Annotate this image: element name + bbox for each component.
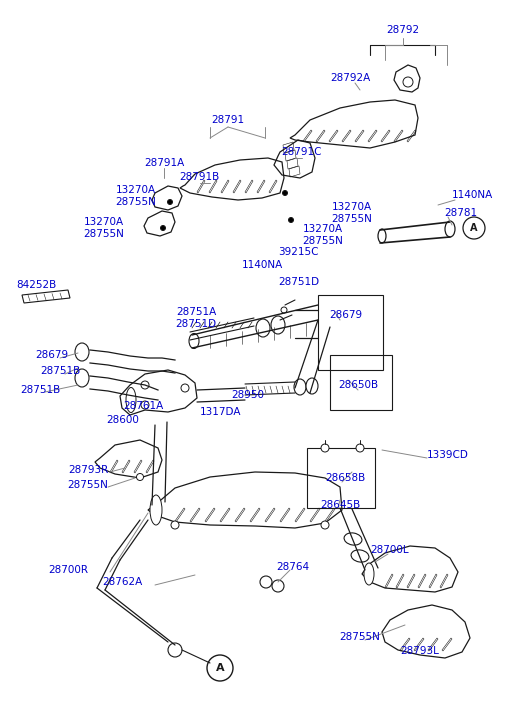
Text: 13270A
28755N: 13270A 28755N bbox=[115, 185, 156, 206]
Text: 13270A
28755N: 13270A 28755N bbox=[303, 224, 344, 246]
Circle shape bbox=[272, 580, 284, 592]
Text: 28751B: 28751B bbox=[20, 385, 60, 395]
Circle shape bbox=[168, 643, 182, 657]
Ellipse shape bbox=[75, 369, 89, 387]
Text: 28645B: 28645B bbox=[320, 500, 360, 510]
Text: 28658B: 28658B bbox=[325, 473, 365, 483]
Text: 28950: 28950 bbox=[231, 390, 264, 400]
Text: 28791: 28791 bbox=[211, 115, 245, 125]
Text: 1140NA: 1140NA bbox=[452, 190, 493, 200]
Text: 28751A
28751D: 28751A 28751D bbox=[176, 308, 217, 329]
Text: 28600: 28600 bbox=[106, 415, 139, 425]
Text: 28761A: 28761A bbox=[123, 401, 163, 411]
Text: 28679: 28679 bbox=[329, 310, 363, 320]
Bar bbox=[330, 355, 392, 410]
Circle shape bbox=[141, 401, 149, 409]
Text: A: A bbox=[470, 223, 478, 233]
Text: 28791A: 28791A bbox=[144, 158, 184, 168]
Text: A: A bbox=[215, 663, 225, 673]
Circle shape bbox=[171, 521, 179, 529]
Circle shape bbox=[463, 217, 485, 239]
Ellipse shape bbox=[364, 563, 374, 585]
Circle shape bbox=[260, 576, 272, 588]
Text: 13270A
28755N: 13270A 28755N bbox=[84, 217, 124, 238]
Ellipse shape bbox=[189, 334, 199, 348]
Ellipse shape bbox=[445, 221, 455, 237]
Circle shape bbox=[281, 307, 287, 313]
Text: 28755N: 28755N bbox=[339, 632, 380, 642]
Text: 28679: 28679 bbox=[36, 350, 69, 360]
Ellipse shape bbox=[306, 378, 318, 394]
Text: 13270A
28755N: 13270A 28755N bbox=[331, 202, 372, 224]
Text: 28650B: 28650B bbox=[338, 380, 378, 390]
Ellipse shape bbox=[75, 343, 89, 361]
Text: 28781: 28781 bbox=[444, 208, 477, 218]
Circle shape bbox=[321, 521, 329, 529]
Bar bbox=[307, 448, 375, 508]
Bar bbox=[318, 295, 383, 370]
Text: 28751D: 28751D bbox=[278, 277, 320, 287]
Ellipse shape bbox=[294, 379, 306, 395]
Text: 84252B: 84252B bbox=[16, 280, 56, 290]
Text: 1140NA: 1140NA bbox=[242, 260, 282, 270]
Text: 28793R: 28793R bbox=[68, 465, 108, 475]
Circle shape bbox=[403, 77, 413, 87]
Ellipse shape bbox=[378, 229, 386, 243]
Circle shape bbox=[282, 190, 287, 196]
Ellipse shape bbox=[344, 533, 362, 545]
Text: 28792A: 28792A bbox=[330, 73, 370, 83]
Text: 1339CD: 1339CD bbox=[427, 450, 469, 460]
Text: 28793L: 28793L bbox=[401, 646, 439, 656]
Text: 1317DA: 1317DA bbox=[200, 407, 242, 417]
Text: 28700R: 28700R bbox=[48, 565, 88, 575]
Text: 28791B: 28791B bbox=[179, 172, 219, 182]
Text: 28764: 28764 bbox=[277, 562, 310, 572]
Circle shape bbox=[181, 384, 189, 392]
Circle shape bbox=[168, 199, 172, 204]
Text: 28762A: 28762A bbox=[102, 577, 142, 587]
Text: 28791C: 28791C bbox=[282, 147, 322, 157]
Circle shape bbox=[141, 381, 149, 389]
Ellipse shape bbox=[126, 387, 136, 412]
Ellipse shape bbox=[150, 495, 162, 525]
Circle shape bbox=[356, 444, 364, 452]
Text: 28751B: 28751B bbox=[40, 366, 80, 376]
Text: 39215C: 39215C bbox=[278, 247, 318, 257]
Circle shape bbox=[321, 444, 329, 452]
Text: 28792: 28792 bbox=[386, 25, 420, 35]
Text: 28755N: 28755N bbox=[68, 480, 109, 490]
Circle shape bbox=[161, 225, 165, 230]
Circle shape bbox=[288, 217, 294, 222]
Ellipse shape bbox=[256, 319, 270, 337]
Circle shape bbox=[137, 473, 144, 481]
Ellipse shape bbox=[271, 316, 285, 334]
Ellipse shape bbox=[351, 550, 369, 562]
Circle shape bbox=[207, 655, 233, 681]
Text: 28700L: 28700L bbox=[371, 545, 409, 555]
